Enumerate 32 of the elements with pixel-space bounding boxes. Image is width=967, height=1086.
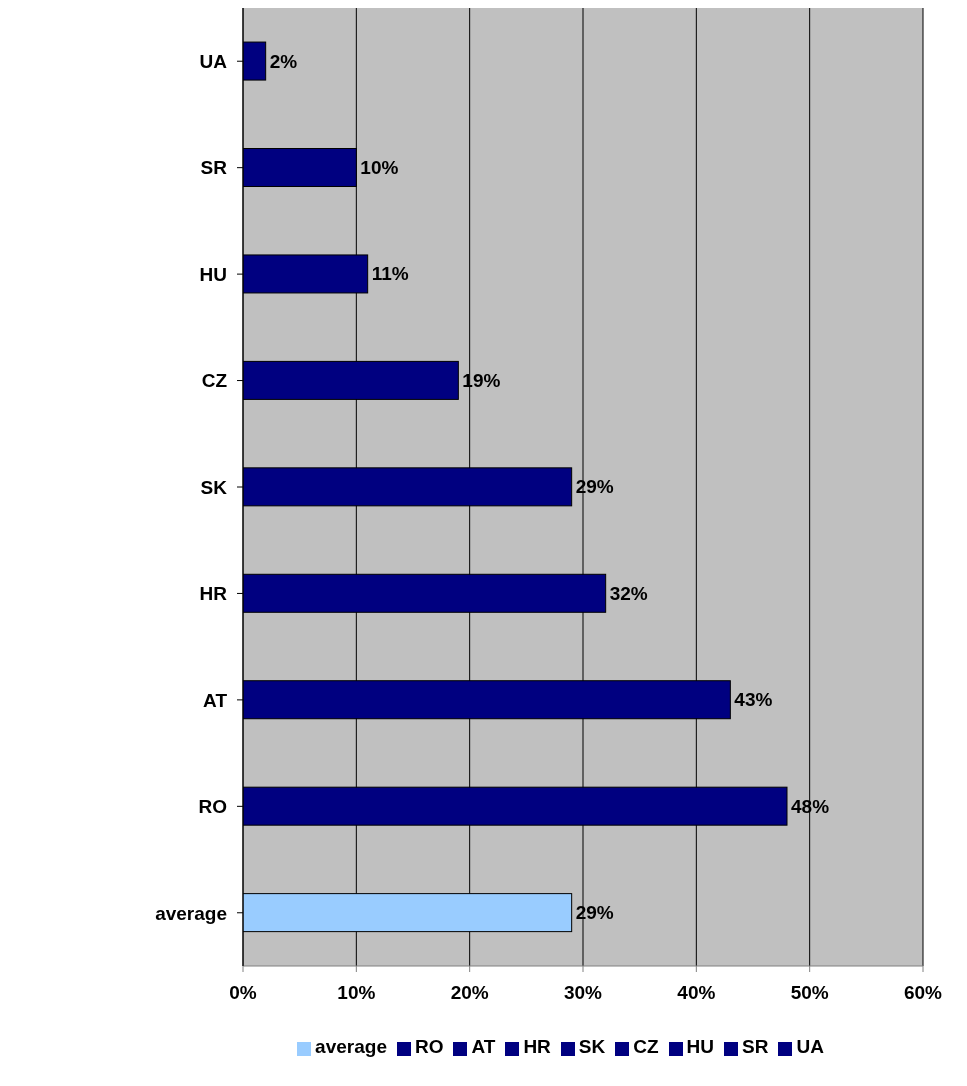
legend-label: HR — [523, 1036, 551, 1057]
y-tick-label: HU — [199, 263, 227, 285]
legend-label: SR — [742, 1036, 769, 1057]
y-tick-label: HR — [199, 583, 228, 605]
legend-label: HU — [686, 1036, 715, 1057]
data-label: 29% — [575, 902, 614, 924]
y-tick-label: AT — [203, 689, 228, 711]
legend-label: RO — [414, 1036, 444, 1057]
x-tick-label: 10% — [337, 982, 376, 1004]
data-label: 11% — [371, 263, 409, 285]
y-tick-label: average — [155, 902, 227, 924]
y-tick-label: RO — [198, 796, 227, 818]
data-label: 32% — [609, 582, 648, 604]
data-label: 10% — [360, 157, 399, 179]
x-tick-label: 0% — [229, 982, 257, 1004]
x-tick-label: 40% — [677, 982, 716, 1004]
y-tick-label: SR — [200, 157, 228, 179]
data-label: 29% — [575, 476, 614, 498]
legend-label: average — [315, 1036, 387, 1057]
data-label: 43% — [734, 689, 773, 711]
legend-label: SK — [578, 1036, 606, 1057]
x-tick-label: 20% — [450, 982, 489, 1004]
legend-label: UA — [796, 1036, 824, 1057]
y-tick-label: UA — [199, 50, 228, 72]
y-tick-label: CZ — [201, 370, 228, 392]
x-tick-label: 60% — [903, 982, 943, 1004]
legend-label: CZ — [633, 1036, 659, 1057]
data-label: 2% — [269, 50, 298, 72]
x-tick-label: 30% — [563, 982, 603, 1004]
y-tick-label: SK — [200, 476, 228, 498]
x-tick-label: 50% — [790, 982, 829, 1004]
legend-label: AT — [471, 1036, 496, 1057]
